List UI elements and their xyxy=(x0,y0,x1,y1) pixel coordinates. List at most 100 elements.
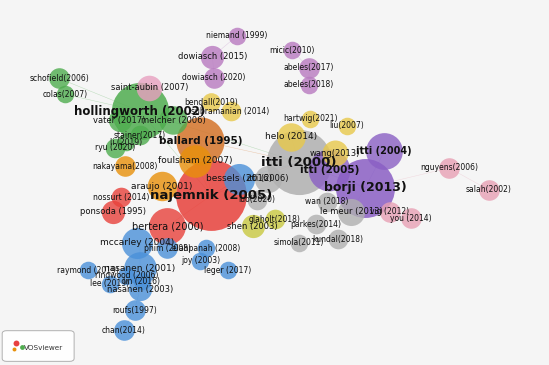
Text: foulsham (2007): foulsham (2007) xyxy=(158,156,232,165)
Point xyxy=(304,82,313,88)
Text: elahpanah (2008): elahpanah (2008) xyxy=(172,244,240,253)
Point xyxy=(322,199,331,205)
Point xyxy=(133,240,142,246)
Text: schofield(2006): schofield(2006) xyxy=(30,74,89,83)
Text: chan(2014): chan(2014) xyxy=(102,326,145,335)
Text: nguyens(2006): nguyens(2006) xyxy=(420,164,478,172)
Point xyxy=(406,215,415,221)
Point xyxy=(108,209,117,215)
Text: ponsoda (1995): ponsoda (1995) xyxy=(80,207,145,216)
Point xyxy=(163,245,172,251)
Point xyxy=(136,132,144,138)
Text: abeles(2017): abeles(2017) xyxy=(283,63,334,72)
Text: leger (2017): leger (2017) xyxy=(204,266,251,274)
Point xyxy=(169,118,177,123)
Text: le meur (2013): le meur (2013) xyxy=(320,207,383,216)
Text: roufs(1997): roufs(1997) xyxy=(112,306,157,315)
Text: ballard (1995): ballard (1995) xyxy=(159,135,242,146)
Point xyxy=(122,273,131,279)
Point xyxy=(380,149,389,154)
Text: vig (2012): vig (2012) xyxy=(370,207,410,216)
Point xyxy=(55,76,64,81)
Text: kundal(2018): kundal(2018) xyxy=(312,235,363,243)
Point xyxy=(385,209,394,215)
Text: salah(2002): salah(2002) xyxy=(466,185,512,194)
Point xyxy=(10,346,19,352)
Text: itti (2000): itti (2000) xyxy=(261,156,337,169)
Point xyxy=(248,223,257,229)
Text: liu(2007): liu(2007) xyxy=(329,122,365,130)
Text: hollingworth (2002): hollingworth (2002) xyxy=(74,105,206,118)
Text: joy (2003): joy (2003) xyxy=(181,257,220,265)
Text: raymond (2019): raymond (2019) xyxy=(57,266,119,274)
Point xyxy=(115,118,124,123)
Text: abeles(2018): abeles(2018) xyxy=(283,80,334,89)
Point xyxy=(119,327,128,333)
Text: itti (2005): itti (2005) xyxy=(300,165,359,175)
Text: wan (2018): wan (2018) xyxy=(305,197,349,206)
Point xyxy=(116,194,125,200)
Point xyxy=(287,134,295,140)
Text: itti (2006): itti (2006) xyxy=(247,174,289,183)
Text: najemnik (2005): najemnik (2005) xyxy=(150,189,272,202)
Point xyxy=(207,99,216,105)
Point xyxy=(111,145,120,151)
Text: lin (2016): lin (2016) xyxy=(123,277,160,285)
Point xyxy=(105,281,114,287)
Point xyxy=(484,187,493,193)
Point xyxy=(137,278,146,284)
Point xyxy=(264,176,272,182)
Text: colas(2007): colas(2007) xyxy=(42,90,87,99)
Text: wang(2013): wang(2013) xyxy=(310,149,360,158)
Text: nasanen (2003): nasanen (2003) xyxy=(107,285,173,293)
Text: bendall(2019): bendall(2019) xyxy=(184,98,238,107)
Point xyxy=(343,123,351,129)
Text: dowiasch (2015): dowiasch (2015) xyxy=(178,52,247,61)
Text: phim (2008): phim (2008) xyxy=(144,244,191,253)
Point xyxy=(270,216,279,222)
Text: niemand (1999): niemand (1999) xyxy=(206,31,268,40)
Point xyxy=(445,165,453,171)
Point xyxy=(122,139,131,145)
Text: shen (2003): shen (2003) xyxy=(227,222,278,231)
Point xyxy=(163,223,172,229)
Point xyxy=(295,160,304,165)
Point xyxy=(306,116,315,122)
Text: nossurt (2014): nossurt (2014) xyxy=(93,193,149,201)
Point xyxy=(83,267,92,273)
FancyBboxPatch shape xyxy=(2,331,74,361)
Text: simola(2011): simola(2011) xyxy=(274,238,324,247)
Point xyxy=(226,108,235,114)
Point xyxy=(18,344,26,350)
Point xyxy=(210,75,219,81)
Text: nasanen (2001): nasanen (2001) xyxy=(104,264,176,273)
Text: itti (2004): itti (2004) xyxy=(356,146,412,157)
Text: borji (2013): borji (2013) xyxy=(324,181,406,195)
Text: bertera (2000): bertera (2000) xyxy=(132,221,203,231)
Text: micic(2010): micic(2010) xyxy=(270,46,315,55)
Point xyxy=(288,47,296,53)
Text: stainer(2017): stainer(2017) xyxy=(114,131,166,139)
Point xyxy=(325,167,334,173)
Point xyxy=(196,258,205,264)
Text: li (2019): li (2019) xyxy=(110,138,142,147)
Point xyxy=(223,267,232,273)
Point xyxy=(253,197,261,203)
Text: glaholt(2018): glaholt(2018) xyxy=(249,215,300,223)
Point xyxy=(196,138,205,143)
Point xyxy=(233,33,242,39)
Point xyxy=(330,150,339,156)
Point xyxy=(130,307,139,313)
Text: subramanian (2014): subramanian (2014) xyxy=(192,107,270,116)
Point xyxy=(311,222,320,227)
Text: parkes(2014): parkes(2014) xyxy=(290,220,341,229)
Text: mccarley (2004): mccarley (2004) xyxy=(100,238,175,247)
Text: melcher (2006): melcher (2006) xyxy=(141,116,205,125)
Point xyxy=(208,54,217,59)
Text: nakayama(2008): nakayama(2008) xyxy=(92,162,158,170)
Text: ringwood (2006): ringwood (2006) xyxy=(94,272,158,280)
Point xyxy=(347,209,356,215)
Point xyxy=(207,192,216,198)
Point xyxy=(333,236,342,242)
Text: hartwig(2021): hartwig(2021) xyxy=(283,114,338,123)
